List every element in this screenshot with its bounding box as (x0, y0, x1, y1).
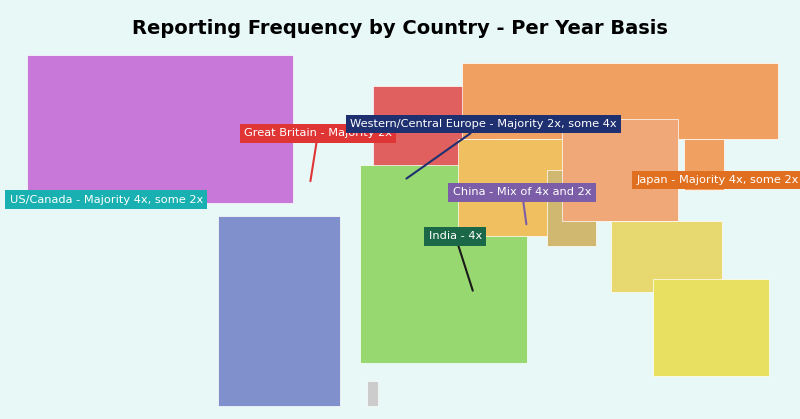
Text: India - 4x: India - 4x (429, 231, 482, 291)
Text: Reporting Frequency by Country - Per Year Basis: Reporting Frequency by Country - Per Yea… (132, 19, 668, 38)
Bar (360, 165, 526, 363)
Bar (685, 139, 725, 190)
Bar (562, 119, 678, 221)
Bar (654, 279, 769, 376)
Bar (611, 221, 722, 292)
Bar (458, 139, 569, 236)
Text: China - Mix of 4x and 2x: China - Mix of 4x and 2x (453, 187, 591, 224)
Bar (218, 215, 340, 406)
Bar (462, 63, 778, 139)
Bar (374, 86, 495, 175)
Bar (26, 55, 294, 203)
Bar (546, 170, 595, 246)
Text: Great Britain - Majority 2x: Great Britain - Majority 2x (244, 128, 392, 181)
Text: Japan - Majority 4x, some 2x: Japan - Majority 4x, some 2x (637, 175, 799, 185)
Bar (366, 381, 378, 406)
Text: US/Canada - Majority 4x, some 2x: US/Canada - Majority 4x, some 2x (10, 194, 203, 204)
Text: Western/Central Europe - Majority 2x, some 4x: Western/Central Europe - Majority 2x, so… (350, 119, 617, 178)
